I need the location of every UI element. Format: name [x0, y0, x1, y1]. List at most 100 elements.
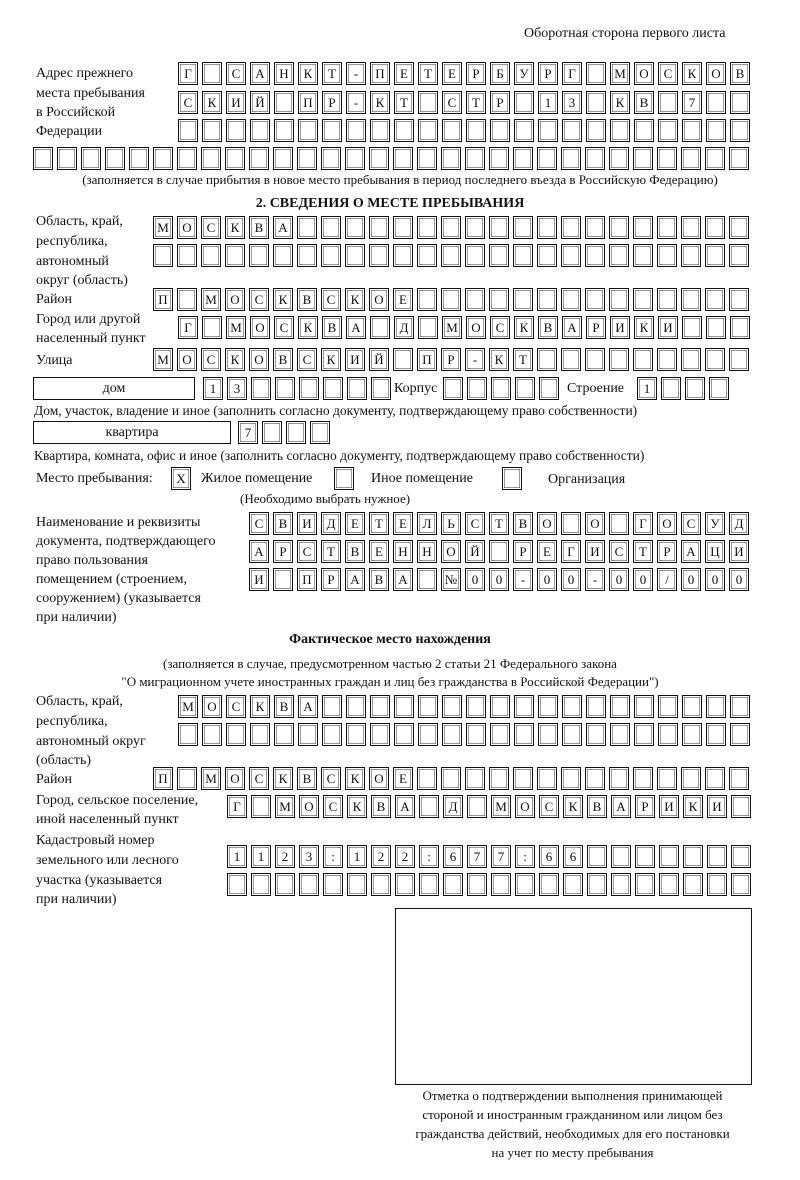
char-cell[interactable]: 7	[238, 421, 258, 444]
char-cell[interactable]: О	[177, 348, 197, 371]
char-cell[interactable]	[587, 845, 607, 868]
char-cell[interactable]: В	[249, 216, 269, 239]
char-cell[interactable]: Ц	[705, 540, 725, 563]
char-cell[interactable]: И	[610, 316, 630, 339]
char-cell[interactable]	[585, 348, 605, 371]
char-cell[interactable]: Г	[562, 62, 582, 85]
char-cell[interactable]	[707, 845, 727, 868]
char-cell[interactable]	[706, 316, 726, 339]
char-cell[interactable]	[561, 512, 581, 535]
char-cell[interactable]	[633, 147, 653, 170]
char-cell[interactable]	[586, 723, 606, 746]
char-cell[interactable]	[610, 723, 630, 746]
char-cell[interactable]	[609, 288, 629, 311]
char-cell[interactable]: К	[347, 795, 367, 818]
char-cell[interactable]	[658, 695, 678, 718]
char-cell[interactable]	[371, 377, 391, 400]
char-cell[interactable]: Д	[321, 512, 341, 535]
char-cell[interactable]	[443, 377, 463, 400]
char-cell[interactable]	[514, 695, 534, 718]
char-cell[interactable]: К	[563, 795, 583, 818]
char-cell[interactable]: 1	[203, 377, 223, 400]
char-cell[interactable]	[634, 723, 654, 746]
char-cell[interactable]: Й	[250, 91, 270, 114]
char-cell[interactable]	[489, 244, 509, 267]
char-cell[interactable]: Р	[441, 348, 461, 371]
char-cell[interactable]	[419, 873, 439, 896]
char-cell[interactable]: В	[297, 288, 317, 311]
char-cell[interactable]	[585, 244, 605, 267]
char-cell[interactable]	[731, 845, 751, 868]
char-cell[interactable]	[177, 767, 197, 790]
char-cell[interactable]: И	[659, 795, 679, 818]
char-cell[interactable]: Р	[513, 540, 533, 563]
char-cell[interactable]: Д	[729, 512, 749, 535]
char-cell[interactable]	[537, 348, 557, 371]
char-cell[interactable]	[682, 723, 702, 746]
char-cell[interactable]	[537, 288, 557, 311]
char-cell[interactable]: П	[298, 91, 318, 114]
char-cell[interactable]	[537, 244, 557, 267]
char-cell[interactable]	[273, 244, 293, 267]
char-cell[interactable]: К	[273, 288, 293, 311]
char-cell[interactable]	[730, 316, 750, 339]
char-cell[interactable]	[585, 767, 605, 790]
char-cell[interactable]: В	[587, 795, 607, 818]
char-cell[interactable]	[321, 147, 341, 170]
char-cell[interactable]: А	[250, 62, 270, 85]
char-cell[interactable]	[417, 288, 437, 311]
char-cell[interactable]	[635, 845, 655, 868]
char-cell[interactable]	[586, 695, 606, 718]
char-cell[interactable]: /	[657, 568, 677, 591]
char-cell[interactable]	[178, 723, 198, 746]
char-cell[interactable]: М	[275, 795, 295, 818]
char-cell[interactable]: С	[201, 348, 221, 371]
char-cell[interactable]	[286, 421, 306, 444]
char-cell[interactable]: 0	[465, 568, 485, 591]
char-cell[interactable]: К	[321, 348, 341, 371]
char-cell[interactable]	[561, 767, 581, 790]
char-cell[interactable]: Т	[321, 540, 341, 563]
char-cell[interactable]: 0	[609, 568, 629, 591]
char-cell[interactable]: 7	[467, 845, 487, 868]
char-cell[interactable]	[634, 695, 654, 718]
char-cell[interactable]: И	[345, 348, 365, 371]
char-cell[interactable]	[729, 244, 749, 267]
char-cell[interactable]	[394, 119, 414, 142]
char-cell[interactable]: Е	[442, 62, 462, 85]
char-cell[interactable]: У	[705, 512, 725, 535]
char-cell[interactable]	[731, 795, 751, 818]
char-cell[interactable]: Г	[633, 512, 653, 535]
char-cell[interactable]: П	[153, 288, 173, 311]
char-cell[interactable]	[491, 377, 511, 400]
char-cell[interactable]: 0	[681, 568, 701, 591]
char-cell[interactable]: 0	[489, 568, 509, 591]
char-cell[interactable]	[683, 873, 703, 896]
char-cell[interactable]: О	[249, 348, 269, 371]
char-cell[interactable]: С	[178, 91, 198, 114]
char-cell[interactable]	[177, 288, 197, 311]
char-cell[interactable]: Й	[369, 348, 389, 371]
char-cell[interactable]	[394, 695, 414, 718]
char-cell[interactable]	[490, 695, 510, 718]
char-cell[interactable]	[538, 119, 558, 142]
char-cell[interactable]	[466, 119, 486, 142]
char-cell[interactable]: Р	[321, 568, 341, 591]
char-cell[interactable]	[681, 147, 701, 170]
char-cell[interactable]: К	[273, 767, 293, 790]
char-cell[interactable]: О	[177, 216, 197, 239]
char-cell[interactable]	[657, 216, 677, 239]
char-cell[interactable]: Е	[537, 540, 557, 563]
char-cell[interactable]: С	[249, 512, 269, 535]
char-cell[interactable]	[539, 377, 559, 400]
char-cell[interactable]: А	[345, 568, 365, 591]
char-cell[interactable]: В	[322, 316, 342, 339]
char-cell[interactable]	[417, 216, 437, 239]
char-cell[interactable]: К	[345, 767, 365, 790]
char-cell[interactable]	[370, 695, 390, 718]
